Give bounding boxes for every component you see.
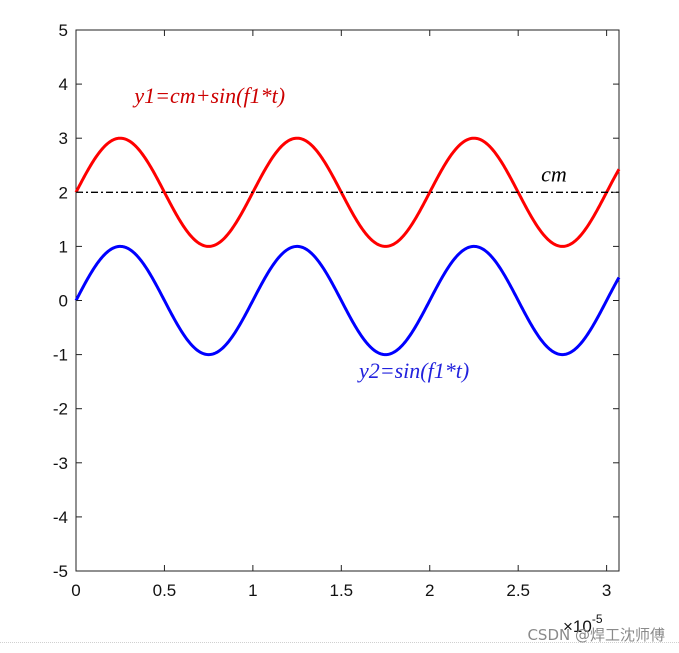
- y-tick-label: -1: [53, 346, 68, 365]
- y-tick-label: 2: [59, 183, 68, 202]
- y-tick-label: -4: [53, 508, 68, 527]
- annotation-1: y1=cm+sin(f1*t): [132, 83, 285, 108]
- y-tick-label: 5: [59, 21, 68, 40]
- x-tick-label: 1.5: [329, 581, 353, 600]
- y-tick-label: -3: [53, 454, 68, 473]
- plot-area: [75, 29, 620, 572]
- x-tick-label: 0.5: [153, 581, 177, 600]
- x-axis-multiplier-exponent: -5: [592, 612, 603, 626]
- series-line-2: [74, 244, 621, 357]
- x-axis-multiplier: ×10-5: [563, 612, 603, 636]
- y-tick-label: -2: [53, 400, 68, 419]
- x-axis-multiplier-base: ×10: [563, 617, 592, 636]
- annotation-3: y2=sin(f1*t): [357, 358, 469, 383]
- x-tick-label: 1: [248, 581, 257, 600]
- series-line-1: [74, 136, 621, 248]
- plot-frame: [75, 29, 620, 572]
- x-tick-label: 2: [425, 581, 434, 600]
- y-tick-label: -5: [53, 562, 68, 581]
- annotations-layer: y1=cm+sin(f1*t) cm y2=sin(f1*t): [132, 83, 566, 383]
- annotation-2: cm: [541, 161, 567, 186]
- watermark: CSDN @焊工沈师傅: [527, 626, 665, 644]
- x-tick-label: 3: [602, 581, 611, 600]
- y-tick-label: 0: [59, 292, 68, 311]
- page-divider: [0, 642, 679, 643]
- ticks-layer: 0 0.5 1 1.5 2 2.5 3 5 4 3 2 1 0 -1 -2 -3 -4 -5: [53, 21, 619, 600]
- x-tick-label: 0: [71, 581, 80, 600]
- x-tick-label: 2.5: [506, 581, 530, 600]
- y-tick-label: 1: [59, 237, 68, 256]
- y-tick-label: 4: [59, 75, 68, 94]
- y-tick-label: 3: [59, 129, 68, 148]
- series-layer: [74, 136, 621, 357]
